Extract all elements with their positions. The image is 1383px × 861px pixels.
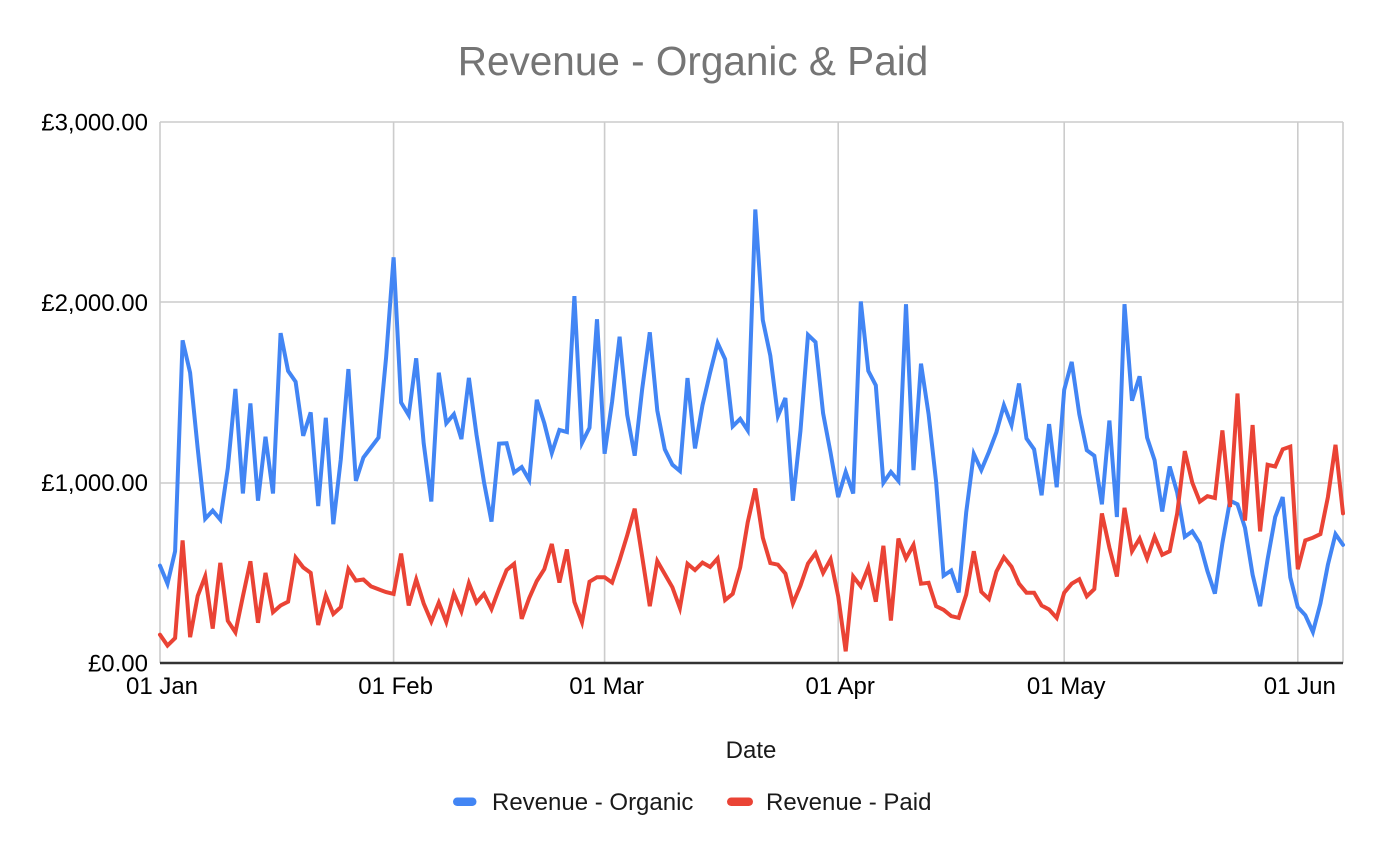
svg-text:01 Feb: 01 Feb <box>358 673 433 700</box>
svg-text:01 May: 01 May <box>1027 673 1106 700</box>
svg-text:Revenue - Organic & Paid: Revenue - Organic & Paid <box>458 38 929 84</box>
svg-text:£0.00: £0.00 <box>88 650 148 677</box>
svg-text:01 Jun: 01 Jun <box>1264 673 1336 700</box>
svg-text:01 Apr: 01 Apr <box>806 673 875 700</box>
svg-text:Revenue - Paid: Revenue - Paid <box>766 789 931 816</box>
svg-text:£2,000.00: £2,000.00 <box>41 290 148 317</box>
svg-text:Revenue - Organic: Revenue - Organic <box>492 789 693 816</box>
svg-text:01 Mar: 01 Mar <box>569 673 644 700</box>
svg-text:Date: Date <box>726 737 777 764</box>
svg-text:01 Jan: 01 Jan <box>126 673 198 700</box>
svg-text:£1,000.00: £1,000.00 <box>41 470 148 497</box>
svg-text:£3,000.00: £3,000.00 <box>41 110 148 137</box>
